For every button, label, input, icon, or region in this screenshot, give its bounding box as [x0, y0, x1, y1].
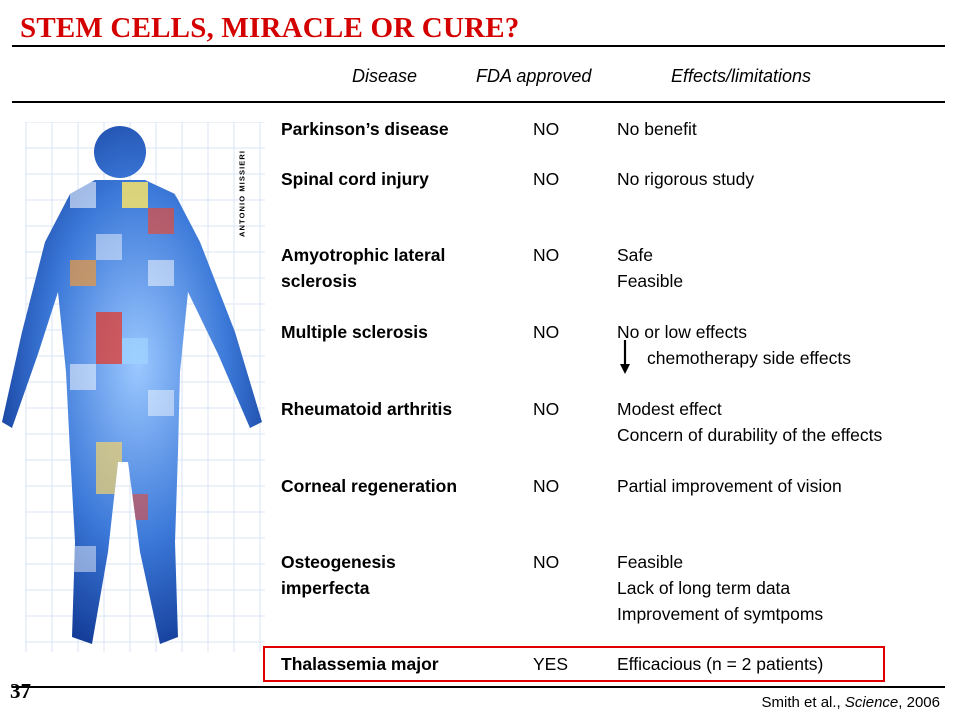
highlight-box: [263, 646, 885, 682]
row-effects: Modest effect Concern of durability of th…: [617, 399, 883, 445]
title-rule: [12, 45, 945, 47]
row-fda: NO: [533, 552, 560, 572]
human-body-figure-image: [2, 122, 265, 652]
footer-rule: [12, 686, 945, 688]
row-fda: NO: [533, 245, 560, 265]
row-effects: Partial improvement of vision: [617, 476, 842, 496]
row-disease: Parkinson’s disease: [281, 119, 449, 139]
row-effects: Feasible Lack of long term data Improvemen…: [617, 552, 824, 624]
row-disease: Thalassemia major: [281, 654, 439, 674]
row-fda: NO: [533, 169, 560, 189]
row-disease: Rheumatoid arthritis: [281, 399, 453, 419]
header-fda-approved: FDA approved: [476, 66, 592, 86]
row-fda: NO: [533, 476, 560, 496]
row-fda: NO: [533, 322, 560, 342]
row-disease: Amyotrophic lateral sclerosis: [281, 245, 446, 291]
row-fda: YES: [533, 654, 569, 674]
row-disease: Spinal cord injury: [281, 169, 429, 189]
header-effects: Effects/limitations: [671, 66, 812, 86]
row-fda: NO: [533, 119, 560, 139]
row-disease: Multiple sclerosis: [281, 322, 428, 342]
header-rule: [12, 101, 945, 103]
row-effects: Efficacious (n = 2 patients): [617, 654, 824, 674]
slide-number: 37: [10, 679, 31, 703]
row-effects: Safe Feasible: [617, 245, 684, 291]
row-effects: No benefit: [617, 119, 697, 139]
down-arrow-icon: [620, 340, 630, 374]
citation: Smith et al., Science, 2006: [761, 694, 940, 711]
slide-title: STEM CELLS, MIRACLE OR CURE?: [20, 12, 520, 44]
row-disease: Corneal regeneration: [281, 476, 458, 496]
row-fda: NO: [533, 399, 560, 419]
row-effects: No or low effects chemotherapy side effec…: [617, 322, 851, 368]
row-disease: Osteogenesis imperfecta: [281, 552, 396, 598]
header-disease: Disease: [352, 66, 418, 86]
image-credit: ANTONIO MISSIERI: [237, 149, 247, 237]
row-effects: No rigorous study: [617, 169, 755, 189]
